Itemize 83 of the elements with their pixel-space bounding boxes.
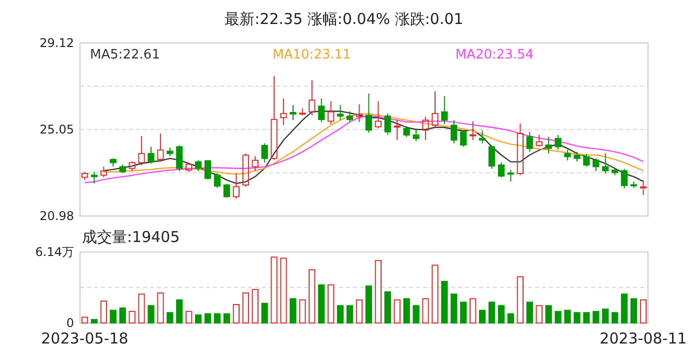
bar	[612, 312, 618, 324]
y-tick-label: 29.12	[40, 36, 74, 50]
chart-title: 最新:22.35 涨幅:0.04% 涨跌:0.01	[224, 10, 464, 28]
x-tick-label: 2023-05-18	[41, 330, 128, 348]
bar	[441, 280, 448, 324]
bar	[214, 313, 221, 324]
bar	[554, 310, 562, 324]
bar	[119, 307, 126, 324]
bar	[186, 310, 192, 324]
bar	[280, 258, 287, 324]
bar	[479, 310, 486, 324]
candlestick	[450, 120, 458, 144]
bar	[602, 308, 609, 324]
bar	[223, 313, 230, 324]
bar	[90, 319, 98, 324]
bar	[394, 299, 400, 324]
bar	[630, 298, 638, 324]
bar	[412, 305, 420, 324]
candlestick	[280, 98, 287, 126]
bar	[157, 292, 164, 324]
text: MA20:23.54	[455, 48, 534, 63]
bar	[450, 294, 458, 324]
candlestick	[252, 156, 258, 172]
text: MA5:22.61	[90, 48, 160, 63]
bar	[374, 260, 382, 324]
chart-title: 成交量:19405	[82, 228, 180, 246]
bar	[346, 305, 354, 324]
bar	[204, 313, 212, 324]
bar	[261, 302, 268, 324]
candlestick	[337, 104, 344, 120]
bar	[432, 264, 438, 324]
bar	[403, 298, 410, 324]
bar	[526, 302, 533, 324]
bar	[128, 310, 136, 324]
bar	[318, 284, 325, 324]
y-tick-label: 0	[66, 316, 74, 330]
y-tick-label: 25.05	[40, 122, 74, 136]
bar	[488, 302, 496, 324]
bar	[365, 285, 372, 324]
bar	[470, 298, 476, 324]
bar	[640, 299, 647, 324]
bar	[290, 298, 296, 324]
bar	[621, 294, 628, 324]
bar	[545, 305, 552, 324]
bar	[536, 305, 542, 324]
bar	[460, 302, 467, 324]
candlestick	[356, 104, 363, 123]
bar	[592, 310, 600, 324]
bar	[232, 304, 240, 324]
bar	[110, 310, 116, 324]
bar	[138, 294, 145, 324]
bar	[356, 299, 363, 324]
bar	[498, 305, 505, 324]
bar	[422, 298, 429, 324]
bar	[100, 300, 107, 324]
bar	[299, 299, 306, 324]
x-tick-label: 2023-08-11	[600, 330, 687, 348]
candlestick	[479, 130, 486, 144]
bar	[328, 284, 334, 324]
bar	[308, 269, 316, 324]
bar	[516, 276, 524, 324]
bar	[166, 312, 174, 324]
candlestick	[394, 120, 400, 141]
candlestick	[432, 90, 438, 129]
bar	[384, 291, 391, 324]
text: MA10:23.11	[272, 48, 351, 63]
bar	[507, 313, 514, 324]
candlestick	[602, 153, 609, 174]
bar	[337, 305, 344, 324]
bar	[242, 292, 249, 324]
candlestick	[564, 149, 571, 161]
bar	[81, 316, 88, 324]
bar	[195, 314, 202, 324]
bar	[252, 288, 258, 324]
bar	[148, 305, 154, 324]
y-tick-label: 20.98	[40, 208, 74, 223]
candlestick	[545, 136, 552, 154]
bar	[270, 256, 278, 324]
bar	[574, 312, 580, 324]
bar	[564, 310, 571, 324]
bar	[583, 312, 590, 324]
bar	[176, 299, 183, 324]
y-tick-label: 6.14万	[35, 244, 74, 259]
